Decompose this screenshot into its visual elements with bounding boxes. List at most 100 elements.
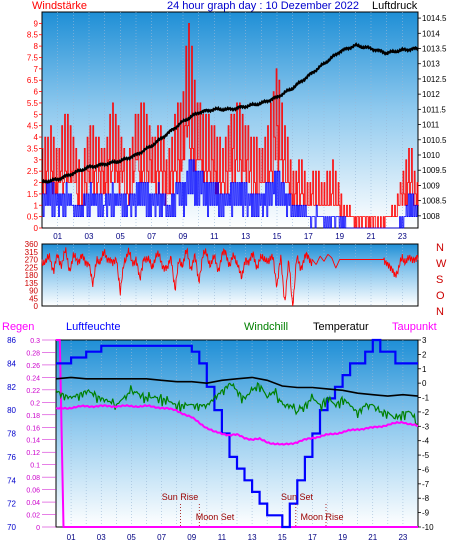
wind-tick-label: 0.5 bbox=[27, 213, 39, 222]
temperature-tick-label: -3 bbox=[422, 422, 430, 431]
series-wind-direction bbox=[41, 247, 419, 307]
pressure-tick-label: 1014.5 bbox=[422, 14, 447, 23]
direction-tick-label: 45 bbox=[29, 294, 38, 303]
pressure-tick-label: 1014 bbox=[422, 29, 440, 38]
temperature-tick-label: 1 bbox=[422, 365, 427, 374]
graph-title: 24 hour graph day : 10 Dezember 2022 bbox=[167, 0, 359, 12]
wind-pressure-panel: 0 0.5 1 1.5 2 2.5 3 3.5 4 4.5 5 5.5 6 6.5 7 7.5 8 8.5 9 10… bbox=[27, 11, 447, 233]
compass-label: N bbox=[436, 242, 444, 254]
rain-tick-label: 0.28 bbox=[26, 350, 40, 357]
series-humidity bbox=[56, 338, 418, 529]
wind-tick-label: 8.5 bbox=[27, 31, 39, 40]
direction-tick-label: 135 bbox=[25, 279, 39, 288]
pressure-tick-label: 1009 bbox=[422, 181, 440, 190]
rain-tick-label: 0.16 bbox=[26, 425, 40, 432]
direction-tick-label: 270 bbox=[25, 256, 39, 265]
humidity-tick-label: 80 bbox=[7, 406, 16, 415]
hour-label: 17 bbox=[308, 533, 317, 542]
humidity-tick-label: 72 bbox=[7, 500, 16, 509]
hour-label: 03 bbox=[97, 533, 106, 542]
hour-label: 07 bbox=[147, 232, 156, 241]
rain-tick-label: 0.04 bbox=[26, 500, 40, 507]
temperature-tick-label: -9 bbox=[422, 509, 430, 518]
humidity-tick-label: 82 bbox=[7, 383, 16, 392]
hour-label: 03 bbox=[85, 232, 94, 241]
wind-axis-title: Windstärke bbox=[32, 0, 87, 12]
series-dewpoint bbox=[55, 403, 418, 446]
wind-tick-label: 0 bbox=[34, 224, 39, 233]
legend: Regen Luftfeuchte Windchill Temperatur T… bbox=[2, 321, 437, 333]
temperature-tick-label: -5 bbox=[422, 451, 430, 460]
wind-tick-label: 5.5 bbox=[27, 99, 39, 108]
temperature-humidity-series bbox=[55, 338, 419, 529]
temperature-tick-label: 3 bbox=[422, 336, 427, 345]
compass-label: O bbox=[436, 290, 445, 302]
direction-tick-label: 360 bbox=[25, 240, 39, 249]
wind-tick-label: 5 bbox=[34, 110, 39, 119]
hour-label: 09 bbox=[187, 533, 196, 542]
wind-tick-label: 3 bbox=[34, 156, 39, 165]
legend-windchill: Windchill bbox=[244, 321, 288, 333]
wind-tick-label: 6.5 bbox=[27, 76, 39, 85]
hour-label: 01 bbox=[67, 533, 76, 542]
temperature-tick-label: 2 bbox=[422, 350, 427, 359]
compass-label: S bbox=[436, 274, 443, 286]
rain-tick-label: 0.22 bbox=[26, 388, 40, 395]
hour-label: 05 bbox=[116, 232, 125, 241]
humidity-tick-label: 86 bbox=[7, 336, 16, 345]
series-wind-gust bbox=[42, 22, 419, 229]
wind-tick-label: 7.5 bbox=[27, 53, 39, 62]
humidity-tick-label: 70 bbox=[7, 523, 16, 532]
event-moon-rise-label: Moon Rise bbox=[300, 512, 343, 522]
wind-pressure-series bbox=[41, 22, 419, 229]
humidity-ticks: 70 72 74 76 78 80 82 84 86 bbox=[7, 336, 16, 532]
rain-tick-label: 0.02 bbox=[26, 513, 40, 520]
rain-tick-label: 0.18 bbox=[26, 413, 40, 420]
direction-tick-label: 90 bbox=[29, 287, 38, 296]
rain-tick-label: 0.26 bbox=[26, 363, 40, 370]
hour-label: 01 bbox=[53, 232, 62, 241]
hour-label: 11 bbox=[218, 533, 227, 542]
wind-tick-label: 2.5 bbox=[27, 167, 39, 176]
pressure-tick-label: 1012 bbox=[422, 90, 440, 99]
wind-tick-label: 9 bbox=[34, 19, 39, 28]
hour-label: 05 bbox=[127, 533, 136, 542]
compass-label: N bbox=[436, 306, 444, 318]
series-temperature bbox=[55, 376, 419, 397]
temperature-tick-label: -1 bbox=[422, 394, 430, 403]
hour-label: 23 bbox=[398, 533, 407, 542]
rain-tick-label: 0.06 bbox=[26, 488, 40, 495]
hour-label: 19 bbox=[335, 232, 344, 241]
hour-label: 21 bbox=[368, 533, 377, 542]
rain-tick-label: 0.12 bbox=[26, 450, 40, 457]
hour-label: 15 bbox=[273, 232, 282, 241]
hour-label: 13 bbox=[248, 533, 257, 542]
rain-tick-label: 0.24 bbox=[26, 375, 40, 382]
rain-tick-label: 0 bbox=[36, 525, 40, 532]
pressure-tick-label: 1008.5 bbox=[422, 197, 447, 206]
direction-tick-label: 180 bbox=[25, 271, 39, 280]
hour-label: 19 bbox=[338, 533, 347, 542]
pressure-tick-label: 1010 bbox=[422, 151, 440, 160]
rain-ticks: 0 0.02 0.04 0.06 0.08 0.1 0.12 0.14 0.16 0.18 0.2 0… bbox=[26, 338, 56, 532]
series-pressure bbox=[41, 42, 419, 184]
hour-label: 15 bbox=[278, 533, 287, 542]
temperature-tick-label: -2 bbox=[422, 408, 430, 417]
hour-label: 09 bbox=[179, 232, 188, 241]
legend-temperatur: Temperatur bbox=[313, 321, 369, 333]
wind-tick-label: 7 bbox=[34, 65, 39, 74]
temperature-tick-label: -7 bbox=[422, 480, 430, 489]
event-sun-set-label: Sun Set bbox=[281, 492, 314, 502]
wind-tick-label: 2 bbox=[34, 179, 39, 188]
series-wind-average bbox=[42, 159, 419, 229]
humidity-tick-label: 74 bbox=[7, 476, 16, 485]
event-moon-set-label: Moon Set bbox=[196, 512, 235, 522]
wind-tick-label: 3.5 bbox=[27, 144, 39, 153]
hour-axis-labels-top: 01 03 05 07 09 11 13 15 17 19 21 23 bbox=[53, 232, 407, 241]
wind-tick-label: 4.5 bbox=[27, 122, 39, 131]
pressure-tick-label: 1010.5 bbox=[422, 136, 447, 145]
hour-label: 17 bbox=[304, 232, 313, 241]
